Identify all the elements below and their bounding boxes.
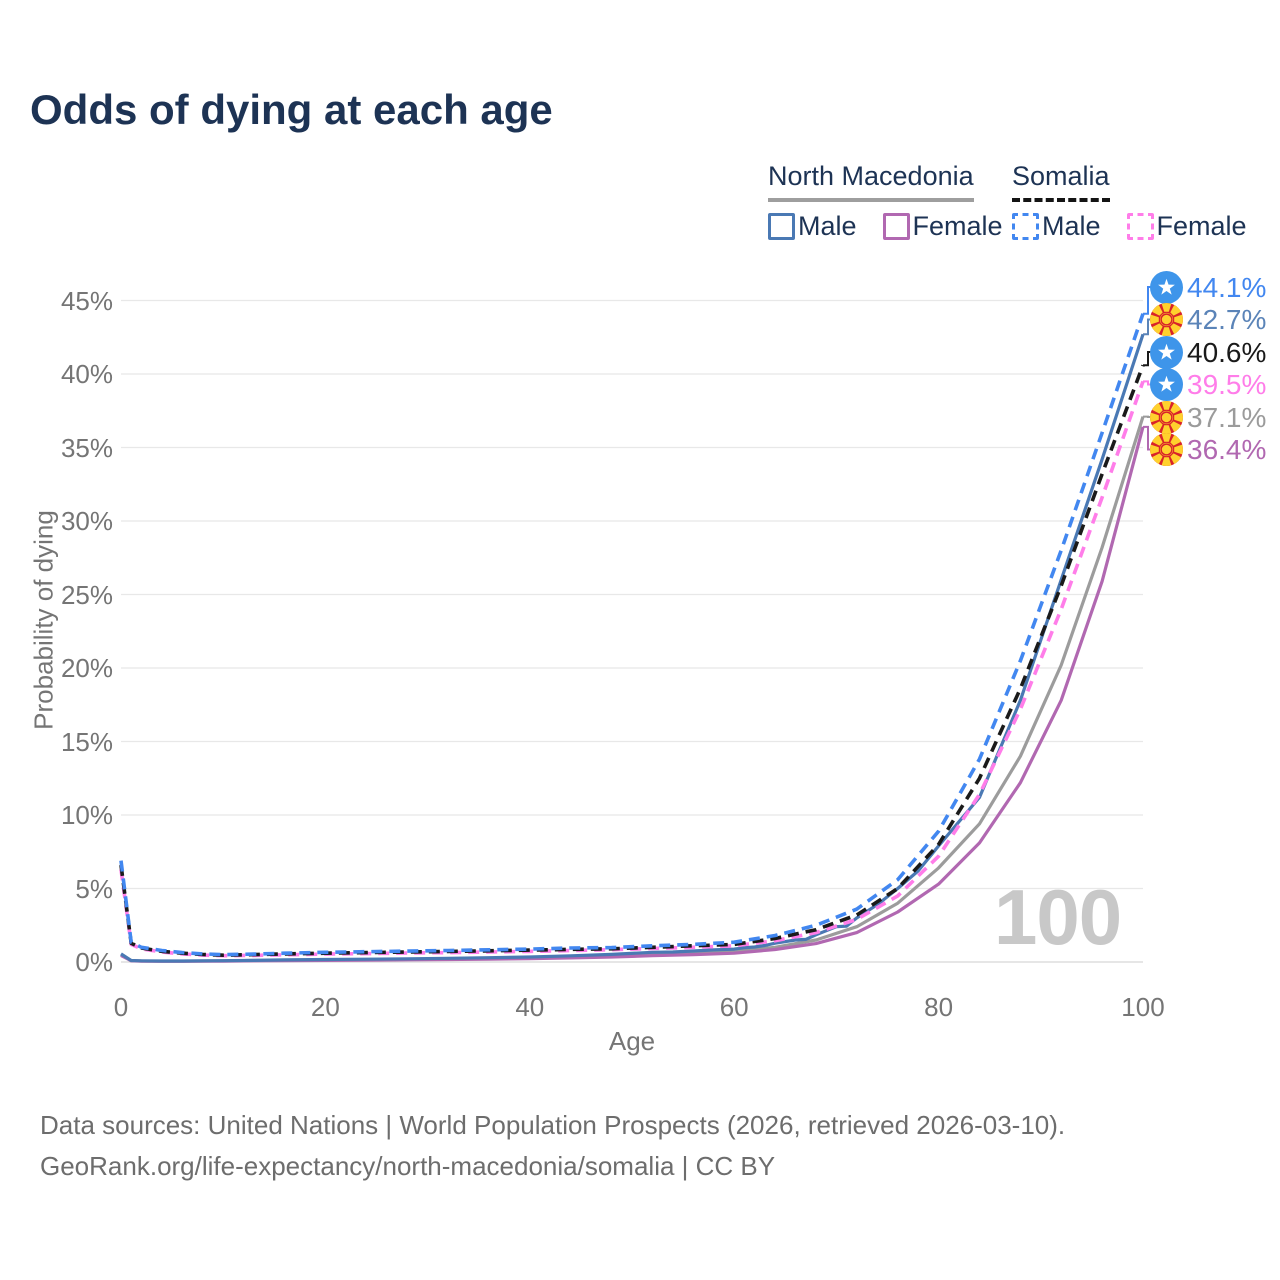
legend-group-somalia: Somalia Male Female xyxy=(1012,161,1247,242)
end-value-row: 37.1% xyxy=(1150,400,1267,434)
legend-group-north-macedonia: North Macedonia Male Female xyxy=(768,161,1003,242)
legend-item-north-macedonia-female[interactable]: Female xyxy=(882,211,1003,242)
north-macedonia-flag-icon xyxy=(1150,303,1183,336)
somalia-flag-icon xyxy=(1150,368,1183,401)
end-value-text: 37.1% xyxy=(1187,401,1267,433)
y-tick-label: 35% xyxy=(60,432,113,463)
x-tick-label: 100 xyxy=(1121,992,1165,1022)
x-tick-label: 40 xyxy=(515,992,545,1022)
end-value-row: 39.5% xyxy=(1150,368,1266,401)
x-tick-label: 0 xyxy=(113,992,129,1022)
series-line-somalia-male xyxy=(119,313,1145,957)
end-value-row: 40.6% xyxy=(1150,335,1267,369)
footer-attribution: GeoRank.org/life-expectancy/north-macedo… xyxy=(40,1151,776,1181)
y-tick-label: 5% xyxy=(75,873,113,904)
series-line-north-macedonia-both xyxy=(120,416,1145,963)
somalia-male-swatch-icon xyxy=(1012,213,1039,240)
end-value-text: 36.4% xyxy=(1187,434,1267,465)
y-tick-label: 25% xyxy=(60,579,113,610)
y-axis-title: Probability of dying xyxy=(28,510,59,730)
legend-item-somalia-male[interactable]: Male xyxy=(1012,211,1101,242)
y-tick-label: 20% xyxy=(60,653,113,683)
legend-item-label: Male xyxy=(798,211,857,241)
end-value-text: 42.7% xyxy=(1187,304,1267,335)
series-line-north-macedonia-male xyxy=(120,333,1145,963)
legend-item-label: Female xyxy=(1156,211,1247,241)
footer-data-sources: Data sources: United Nations | World Pop… xyxy=(40,1110,1066,1140)
end-value-row: 44.1% xyxy=(1150,270,1267,304)
north-macedonia-male-swatch-icon xyxy=(768,213,795,240)
y-tick-label: 0% xyxy=(75,947,113,977)
end-value-text: 39.5% xyxy=(1187,369,1267,400)
end-value-text: 40.6% xyxy=(1187,336,1267,368)
legend-item-label: Female xyxy=(912,211,1003,241)
legend-group-title-north-macedonia[interactable]: North Macedonia xyxy=(768,161,974,202)
legend-item-label: Male xyxy=(1042,211,1101,241)
hovered-age-label: 100 xyxy=(994,873,1122,961)
somalia-female-swatch-icon xyxy=(1126,213,1154,240)
somalia-flag-icon xyxy=(1150,335,1183,369)
end-value-row: 42.7% xyxy=(1150,303,1266,336)
series-line-somalia-female xyxy=(119,380,1145,958)
footer: Data sources: United Nations | World Pop… xyxy=(40,1105,1065,1187)
series-line-north-macedonia-female xyxy=(120,426,1145,963)
page-title: Odds of dying at each age xyxy=(30,86,553,133)
end-value-text: 44.1% xyxy=(1187,271,1267,303)
y-tick-label: 15% xyxy=(60,726,113,757)
somalia-flag-icon xyxy=(1150,270,1183,304)
x-tick-label: 80 xyxy=(924,992,954,1022)
north-macedonia-flag-icon xyxy=(1150,433,1183,466)
y-tick-label: 30% xyxy=(60,506,113,536)
x-axis-title: Age xyxy=(608,1026,656,1056)
y-tick-label: 10% xyxy=(60,800,113,830)
x-tick-label: 60 xyxy=(719,992,749,1022)
y-tick-label: 45% xyxy=(60,285,113,316)
end-value-row: 36.4% xyxy=(1150,433,1266,466)
x-tick-label: 20 xyxy=(310,992,340,1022)
north-macedonia-flag-icon xyxy=(1150,400,1183,434)
legend-item-somalia-female[interactable]: Female xyxy=(1126,211,1247,242)
y-tick-label: 40% xyxy=(60,359,113,389)
legend-group-title-somalia[interactable]: Somalia xyxy=(1012,161,1110,202)
legend-item-north-macedonia-male[interactable]: Male xyxy=(768,211,857,242)
north-macedonia-female-swatch-icon xyxy=(882,213,910,240)
series-line-somalia-both xyxy=(119,364,1145,957)
